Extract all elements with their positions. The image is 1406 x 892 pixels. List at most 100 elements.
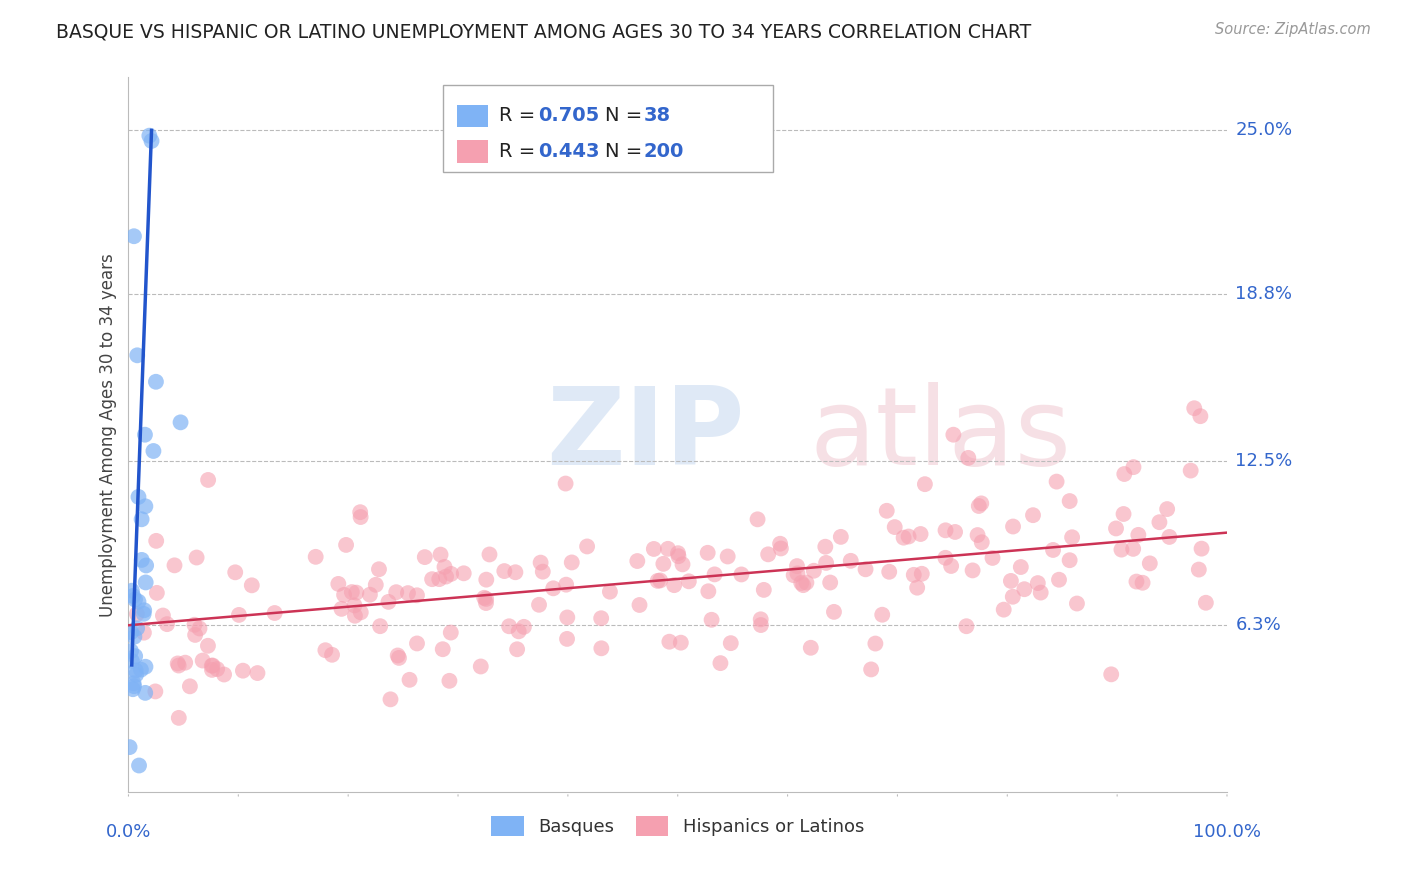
Text: R =: R =: [499, 106, 541, 126]
Point: [967, 499, 990, 513]
Point: [388, 651, 411, 665]
Point: [561, 556, 583, 570]
Point: [934, 524, 956, 538]
Point: [1114, 467, 1136, 481]
Point: [475, 573, 498, 587]
Point: [1059, 494, 1081, 508]
Point: [1000, 574, 1022, 588]
Point: [1001, 590, 1024, 604]
Point: [232, 664, 254, 678]
Point: [942, 427, 965, 442]
Point: [368, 562, 391, 576]
Point: [349, 510, 371, 524]
Point: [839, 554, 862, 568]
Text: 0.705: 0.705: [538, 106, 600, 126]
Point: [530, 556, 553, 570]
Point: [440, 625, 463, 640]
Point: [169, 415, 191, 429]
Point: [124, 592, 146, 607]
Point: [127, 348, 149, 362]
Point: [121, 654, 143, 668]
Point: [429, 548, 451, 562]
Point: [125, 667, 148, 681]
Point: [475, 591, 498, 606]
Point: [1042, 543, 1064, 558]
Point: [720, 636, 742, 650]
Point: [1188, 563, 1211, 577]
Point: [993, 602, 1015, 616]
Point: [697, 584, 720, 599]
Point: [910, 527, 932, 541]
Point: [132, 625, 155, 640]
Point: [201, 658, 224, 673]
Point: [305, 549, 328, 564]
Point: [599, 584, 621, 599]
Point: [321, 648, 343, 662]
Point: [167, 711, 190, 725]
Point: [696, 546, 718, 560]
Point: [1191, 541, 1213, 556]
Point: [439, 673, 461, 688]
Point: [962, 563, 984, 577]
Point: [122, 679, 145, 693]
Point: [142, 444, 165, 458]
Point: [506, 642, 529, 657]
Point: [749, 618, 772, 632]
Point: [554, 476, 576, 491]
Point: [876, 504, 898, 518]
Point: [201, 658, 224, 673]
Point: [359, 588, 381, 602]
Point: [830, 530, 852, 544]
Point: [668, 549, 690, 564]
Point: [333, 588, 356, 602]
Point: [626, 554, 648, 568]
Point: [823, 605, 845, 619]
Point: [865, 636, 887, 650]
Point: [141, 134, 163, 148]
Point: [669, 635, 692, 649]
Text: R =: R =: [499, 142, 541, 161]
Point: [335, 538, 357, 552]
Point: [377, 595, 399, 609]
Point: [1014, 582, 1036, 597]
Text: atlas: atlas: [810, 382, 1071, 488]
Point: [800, 640, 823, 655]
Point: [246, 666, 269, 681]
Point: [120, 625, 142, 640]
Point: [433, 560, 456, 574]
Point: [855, 562, 877, 576]
Point: [678, 574, 700, 589]
Point: [212, 667, 235, 681]
Point: [505, 566, 527, 580]
Point: [782, 568, 804, 582]
Point: [703, 567, 725, 582]
Point: [134, 500, 156, 514]
Point: [1128, 528, 1150, 542]
Point: [555, 577, 578, 591]
Point: [129, 663, 152, 677]
Point: [380, 692, 402, 706]
Point: [1156, 502, 1178, 516]
Point: [475, 596, 498, 610]
Text: 200: 200: [644, 142, 685, 161]
Point: [349, 505, 371, 519]
Point: [163, 558, 186, 573]
Point: [717, 549, 740, 564]
Point: [179, 679, 201, 693]
Point: [138, 128, 160, 143]
Point: [1195, 596, 1218, 610]
Point: [658, 634, 681, 648]
Point: [700, 613, 723, 627]
Point: [1045, 475, 1067, 489]
Point: [591, 611, 613, 625]
Point: [364, 578, 387, 592]
Point: [134, 686, 156, 700]
Point: [911, 566, 934, 581]
Text: 0.0%: 0.0%: [105, 822, 152, 840]
Point: [1122, 541, 1144, 556]
Point: [134, 427, 156, 442]
Text: N =: N =: [605, 106, 648, 126]
Point: [790, 576, 813, 591]
Point: [1122, 460, 1144, 475]
Point: [1112, 507, 1135, 521]
